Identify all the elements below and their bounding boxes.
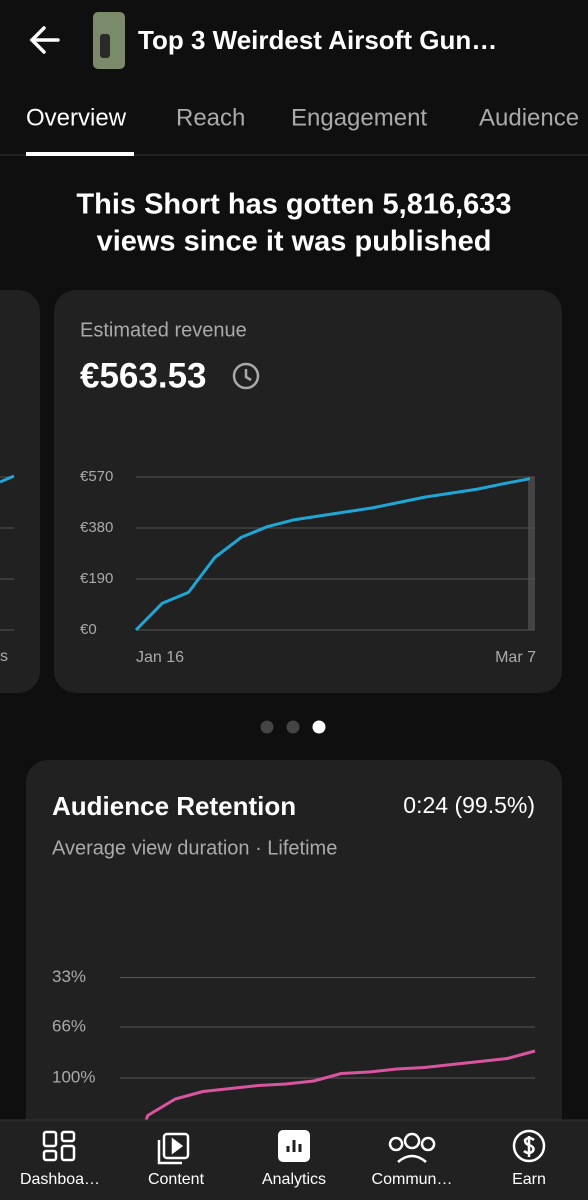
data-line <box>134 477 531 632</box>
revenue-card[interactable] <box>54 290 562 693</box>
x-tick-label: Jan 16 <box>136 649 184 666</box>
y-tick-label: 100% <box>52 1067 95 1086</box>
chart-cursor <box>528 477 535 630</box>
nav-item[interactable]: Dashboa… <box>20 1171 100 1188</box>
nav-item[interactable]: Commun… <box>372 1171 453 1188</box>
tab-indicator <box>26 152 134 156</box>
retention-title: Audience Retention <box>52 791 296 821</box>
revenue-value: €563.53 <box>80 356 207 395</box>
retention-stat: 0:24 (99.5%) <box>403 792 535 818</box>
y-tick-label: €190 <box>80 570 113 587</box>
nav-icons <box>42 1129 546 1165</box>
prev-card-label: s <box>0 648 8 665</box>
y-tick-label: €0 <box>80 621 97 638</box>
y-tick-label: 33% <box>52 967 86 986</box>
retention-card[interactable] <box>26 760 562 1200</box>
nav-item[interactable]: Content <box>148 1171 205 1188</box>
summary-line: views since it was published <box>97 226 492 258</box>
nav-item[interactable]: Analytics <box>262 1171 326 1188</box>
pager-dot <box>286 720 300 734</box>
prev-card-line <box>0 474 15 484</box>
y-tick-label: 66% <box>52 1016 86 1035</box>
nav-item[interactable]: Earn <box>512 1171 546 1188</box>
tab[interactable]: Audience <box>479 104 579 131</box>
revenue-label: Estimated revenue <box>80 319 247 341</box>
pager-dot <box>312 720 326 734</box>
x-tick-label: Mar 7 <box>495 649 536 666</box>
prev-card[interactable] <box>0 290 40 693</box>
video-title: Top 3 Weirdest Airsoft Gun… <box>138 25 497 55</box>
summary-line: This Short has gotten 5,816,633 <box>76 189 511 221</box>
clock-icon <box>232 362 260 390</box>
data-line <box>118 1049 536 1200</box>
thumbnail-detail <box>100 34 110 58</box>
y-tick-label: €380 <box>80 519 113 536</box>
tab[interactable]: Overview <box>26 104 127 131</box>
retention-subtitle: Average view duration · Lifetime <box>52 837 337 859</box>
tab[interactable]: Engagement <box>291 104 427 131</box>
back-button[interactable] <box>29 26 60 54</box>
nav-icon-bars <box>286 1140 302 1152</box>
y-tick-label: €570 <box>80 468 113 485</box>
pager-dot <box>260 720 274 734</box>
tab[interactable]: Reach <box>176 104 245 131</box>
